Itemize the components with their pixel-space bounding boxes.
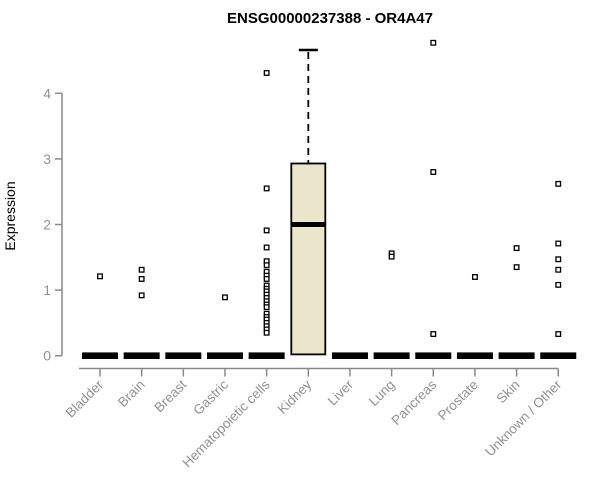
outlier-point-brain xyxy=(138,266,145,273)
collapsed-box-pancreas xyxy=(415,352,452,359)
x-tick-label-brain: Brain xyxy=(115,377,148,410)
outlier-point-hematopoietic-cells xyxy=(263,262,270,269)
y-axis-label: Expression xyxy=(2,181,18,250)
collapsed-box-liver xyxy=(331,352,368,359)
outlier-point-brain xyxy=(138,292,145,299)
outlier-point-unknown-other xyxy=(555,266,562,273)
outlier-point-hematopoietic-cells xyxy=(263,70,270,76)
y-tick-label-1: 1 xyxy=(43,282,51,298)
x-tick-label-bladder: Bladder xyxy=(63,377,107,421)
y-tick-label-3: 3 xyxy=(43,151,51,167)
collapsed-box-lung xyxy=(373,352,410,359)
outlier-point-brain xyxy=(138,275,145,282)
collapsed-box-brain xyxy=(123,352,160,359)
outlier-point-unknown-other xyxy=(555,180,562,187)
x-tick-label-prostate: Prostate xyxy=(435,377,481,423)
outlier-point-skin xyxy=(513,264,520,271)
x-tick-label-pancreas: Pancreas xyxy=(388,377,439,428)
outlier-point-pancreas xyxy=(430,169,437,175)
collapsed-box-prostate xyxy=(456,352,493,359)
outlier-point-hematopoietic-cells xyxy=(263,275,270,282)
outlier-point-hematopoietic-cells xyxy=(263,329,270,336)
x-tick-label-breast: Breast xyxy=(151,377,189,415)
outlier-point-unknown-other xyxy=(555,331,562,338)
outlier-point-hematopoietic-cells xyxy=(263,244,270,251)
x-tick-label-liver: Liver xyxy=(325,377,357,409)
box-kidney xyxy=(290,162,327,356)
y-tick-label-0: 0 xyxy=(43,348,51,364)
x-tick-label-unknown-other: Unknown / Other xyxy=(482,377,565,460)
x-tick-label-kidney: Kidney xyxy=(275,377,315,417)
outlier-point-unknown-other xyxy=(555,240,562,247)
outlier-point-hematopoietic-cells xyxy=(263,227,270,234)
outlier-point-gastric xyxy=(222,294,228,301)
chart-title: ENSG00000237388 - OR4A47 xyxy=(227,10,433,27)
outlier-point-hematopoietic-cells xyxy=(263,304,270,311)
outlier-point-hematopoietic-cells xyxy=(263,185,270,192)
outlier-point-pancreas xyxy=(430,331,437,338)
collapsed-box-hematopoietic-cells xyxy=(248,352,285,359)
y-tick-label-2: 2 xyxy=(43,217,51,233)
outlier-point-lung xyxy=(388,253,395,260)
outlier-point-unknown-other xyxy=(555,256,562,263)
outlier-point-skin xyxy=(513,245,520,252)
x-tick-label-lung: Lung xyxy=(366,377,398,409)
collapsed-box-bladder xyxy=(82,352,118,359)
collapsed-box-unknown-other xyxy=(540,352,577,359)
collapsed-box-skin xyxy=(498,352,535,359)
collapsed-box-breast xyxy=(165,352,202,359)
collapsed-box-gastric xyxy=(206,352,243,359)
x-tick-label-skin: Skin xyxy=(494,377,523,406)
outlier-point-prostate xyxy=(471,274,478,280)
outlier-point-bladder xyxy=(97,273,103,280)
x-tick-label-gastric: Gastric xyxy=(190,377,231,418)
y-tick-label-4: 4 xyxy=(43,85,51,101)
outlier-point-pancreas xyxy=(430,39,437,46)
outlier-point-unknown-other xyxy=(555,281,562,288)
